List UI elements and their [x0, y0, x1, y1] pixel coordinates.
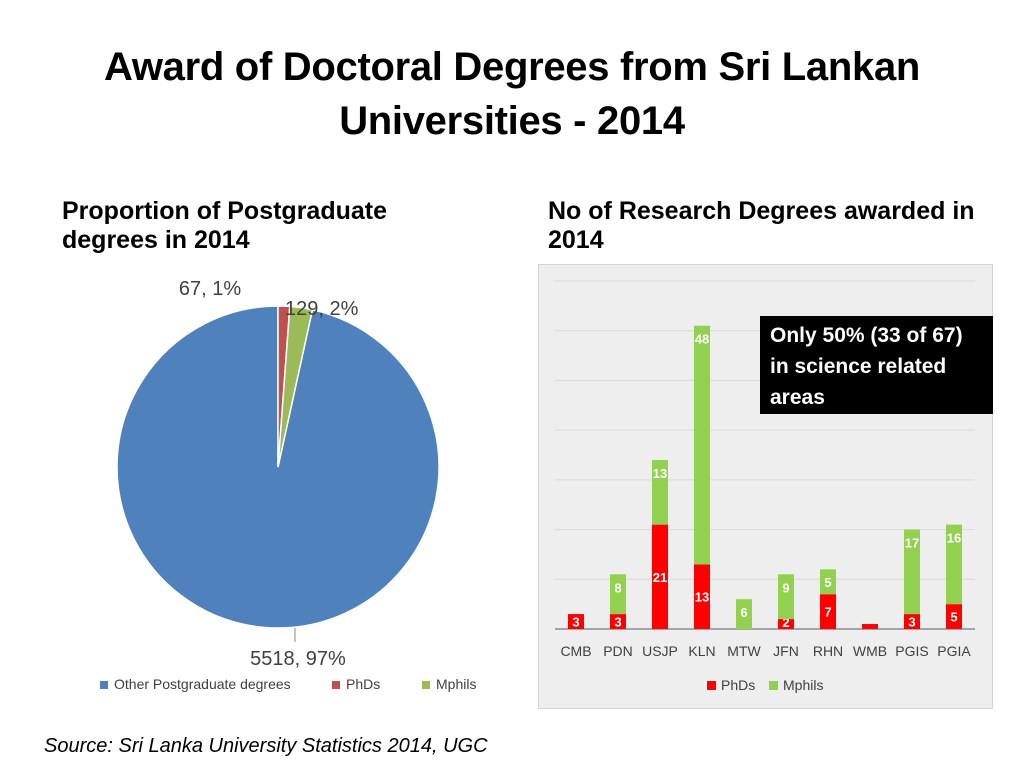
bar-phds-pdn: [610, 614, 626, 629]
x-tick-label: PDN: [603, 643, 633, 659]
bar-data-label: 3: [614, 615, 621, 630]
x-tick-label: WMB: [853, 643, 887, 659]
bar-data-label: 8: [614, 580, 621, 595]
source-note: Source: Sri Lanka University Statistics …: [44, 735, 488, 757]
bar-data-label: 5: [824, 575, 831, 590]
legend-label: Other Postgraduate degrees: [114, 676, 291, 692]
bar-data-label: 3: [908, 615, 915, 630]
pie-data-label: 129, 2%: [285, 298, 359, 320]
bar-phds-rhn: [820, 594, 836, 629]
bar-mphils-pgis: [904, 529, 920, 615]
bar-mphils-usjp: [652, 459, 668, 525]
bar-phds-kln: [694, 564, 710, 629]
x-tick-label: MTW: [727, 643, 761, 659]
bar-mphils-kln: [694, 325, 710, 565]
bar-mphils-jfn: [778, 574, 794, 620]
legend-swatch: [100, 681, 108, 689]
pie-chart: 5518, 97% 67, 1% 129, 2% Other Postgraduate…: [100, 278, 476, 692]
legend-swatch: [422, 681, 430, 689]
legend-label: PhDs: [721, 677, 755, 693]
bar-chart: 3 CMB 3 8 PDN 21 13 USJP 13 48 KLN 6 MTW 2 9 JFN 7 5 RHN WM…: [555, 280, 975, 693]
bar-chart-title: No of Research Degrees awarded in 2014: [548, 197, 975, 254]
legend-swatch: [769, 681, 778, 690]
bar-phds-usjp: [652, 524, 668, 629]
x-tick-label: RHN: [813, 643, 843, 659]
bar-data-label: 9: [782, 580, 789, 595]
x-tick-label: USJP: [642, 643, 678, 659]
bar-phds-pgis: [904, 614, 920, 629]
bar-phds-pgia: [946, 604, 962, 629]
x-tick-label: PGIA: [937, 643, 971, 659]
bar-mphils-mtw: [736, 599, 752, 629]
x-tick-label: CMB: [560, 643, 591, 659]
x-tick-label: PGIS: [895, 643, 928, 659]
x-tick-label: KLN: [688, 643, 715, 659]
bar-data-label: 3: [572, 615, 579, 630]
bar-data-label: 13: [695, 590, 709, 605]
bar-data-label: 7: [824, 605, 831, 620]
pie-chart-title: Proportion of Postgraduate degrees in 20…: [62, 197, 387, 254]
bar-data-label: 48: [695, 332, 709, 347]
pie-data-label: 67, 1%: [179, 278, 241, 300]
legend-swatch: [707, 681, 716, 690]
pie-slice-mphils: [277, 305, 314, 468]
legend-swatch: [332, 681, 340, 689]
legend-label: Mphils: [783, 677, 823, 693]
bar-data-label: 2: [782, 615, 789, 630]
bar-data-label: 6: [740, 605, 747, 620]
bar-data-label: 21: [653, 570, 667, 585]
bar-data-label: 5: [950, 610, 957, 625]
x-tick-label: JFN: [773, 643, 799, 659]
bar-phds-wmb: [862, 624, 878, 629]
callout-box: Only 50% (33 of 67) in science related a…: [760, 316, 993, 414]
page-title: Award of Doctoral Degrees from Sri Lanka…: [103, 45, 921, 143]
bar-mphils-pgia: [946, 524, 962, 605]
legend-label: Mphils: [436, 676, 476, 692]
bar-data-label: 17: [905, 536, 919, 551]
bar-mphils-pdn: [610, 574, 626, 615]
bar-phds-cmb: [568, 614, 584, 629]
bar-mphils-rhn: [820, 569, 836, 595]
bar-data-label: 16: [947, 531, 961, 546]
legend-label: PhDs: [346, 676, 380, 692]
pie-data-label: 5518, 97%: [250, 648, 346, 670]
bar-phds-jfn: [778, 619, 794, 629]
bar-data-label: 13: [653, 466, 667, 481]
